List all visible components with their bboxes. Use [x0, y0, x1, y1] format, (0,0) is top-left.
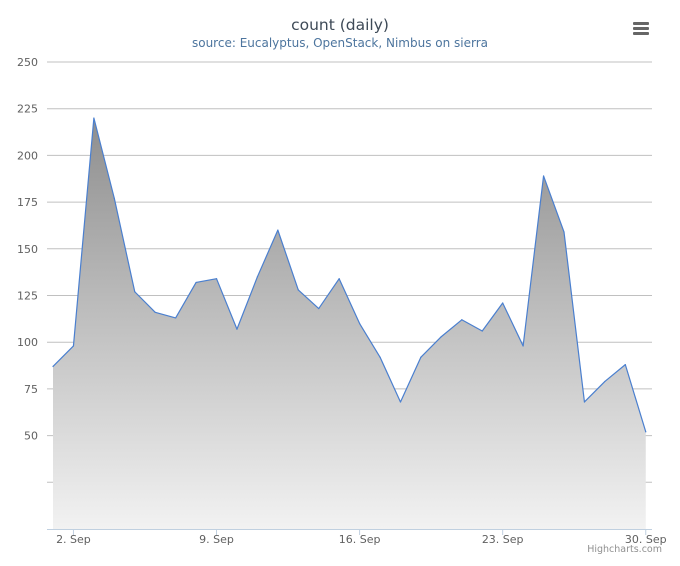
data-point-16-sep — [359, 322, 361, 325]
y-tick-label: 175 — [17, 196, 38, 209]
data-point-5-sep — [134, 291, 136, 293]
chart-title: count (daily) — [291, 16, 389, 34]
credits-link[interactable]: Highcharts.com — [587, 544, 662, 555]
data-point-12-sep — [277, 229, 279, 231]
data-point-29-sep — [624, 364, 626, 366]
data-point-26-sep — [563, 231, 565, 233]
data-point-28-sep — [604, 380, 606, 383]
data-point-11-sep — [256, 276, 258, 278]
y-tick-label: 200 — [17, 149, 38, 162]
chart-subtitle: source: Eucalyptus, OpenStack, Nimbus on… — [191, 36, 489, 50]
series-area — [53, 118, 646, 529]
data-point-2-sep — [72, 345, 75, 347]
data-point-20-sep — [440, 336, 442, 338]
data-point-19-sep — [420, 356, 422, 358]
hamburger-menu-icon[interactable] — [627, 16, 655, 42]
data-point-23-sep — [502, 302, 504, 304]
data-point-10-sep — [236, 328, 238, 330]
y-tick-label: 50 — [24, 430, 38, 443]
data-point-7-sep — [175, 317, 177, 319]
x-tick-label: 23. Sep — [482, 533, 524, 546]
data-point-14-sep — [318, 307, 320, 310]
y-tick-label: 75 — [24, 383, 38, 396]
data-point-22-sep — [481, 330, 483, 332]
x-tick-label: 16. Sep — [339, 533, 381, 546]
x-tick-label: 9. Sep — [199, 533, 234, 546]
y-tick-label: 250 — [17, 56, 38, 69]
data-point-17-sep — [379, 356, 381, 358]
data-point-15-sep — [338, 278, 340, 280]
y-tick-label: 225 — [17, 103, 38, 116]
data-point-21-sep — [461, 319, 463, 321]
data-point-6-sep — [154, 311, 156, 313]
data-point-24-sep — [522, 345, 524, 347]
data-point-30-sep — [645, 431, 647, 433]
data-point-13-sep — [297, 289, 299, 291]
data-point-25-sep — [542, 175, 545, 177]
data-point-27-sep — [583, 401, 586, 403]
data-point-1-sep — [52, 365, 54, 368]
data-point-9-sep — [215, 278, 218, 280]
y-tick-label: 125 — [17, 290, 38, 303]
x-tick-label: 2. Sep — [56, 533, 91, 546]
series-line — [52, 117, 647, 433]
x-tick-label: 30. Sep — [625, 533, 667, 546]
data-point-8-sep — [195, 281, 197, 284]
y-tick-label: 100 — [17, 336, 38, 349]
data-point-4-sep — [113, 197, 115, 199]
data-point-3-sep — [93, 117, 95, 119]
y-tick-label: 150 — [17, 243, 38, 256]
data-point-18-sep — [399, 401, 402, 403]
